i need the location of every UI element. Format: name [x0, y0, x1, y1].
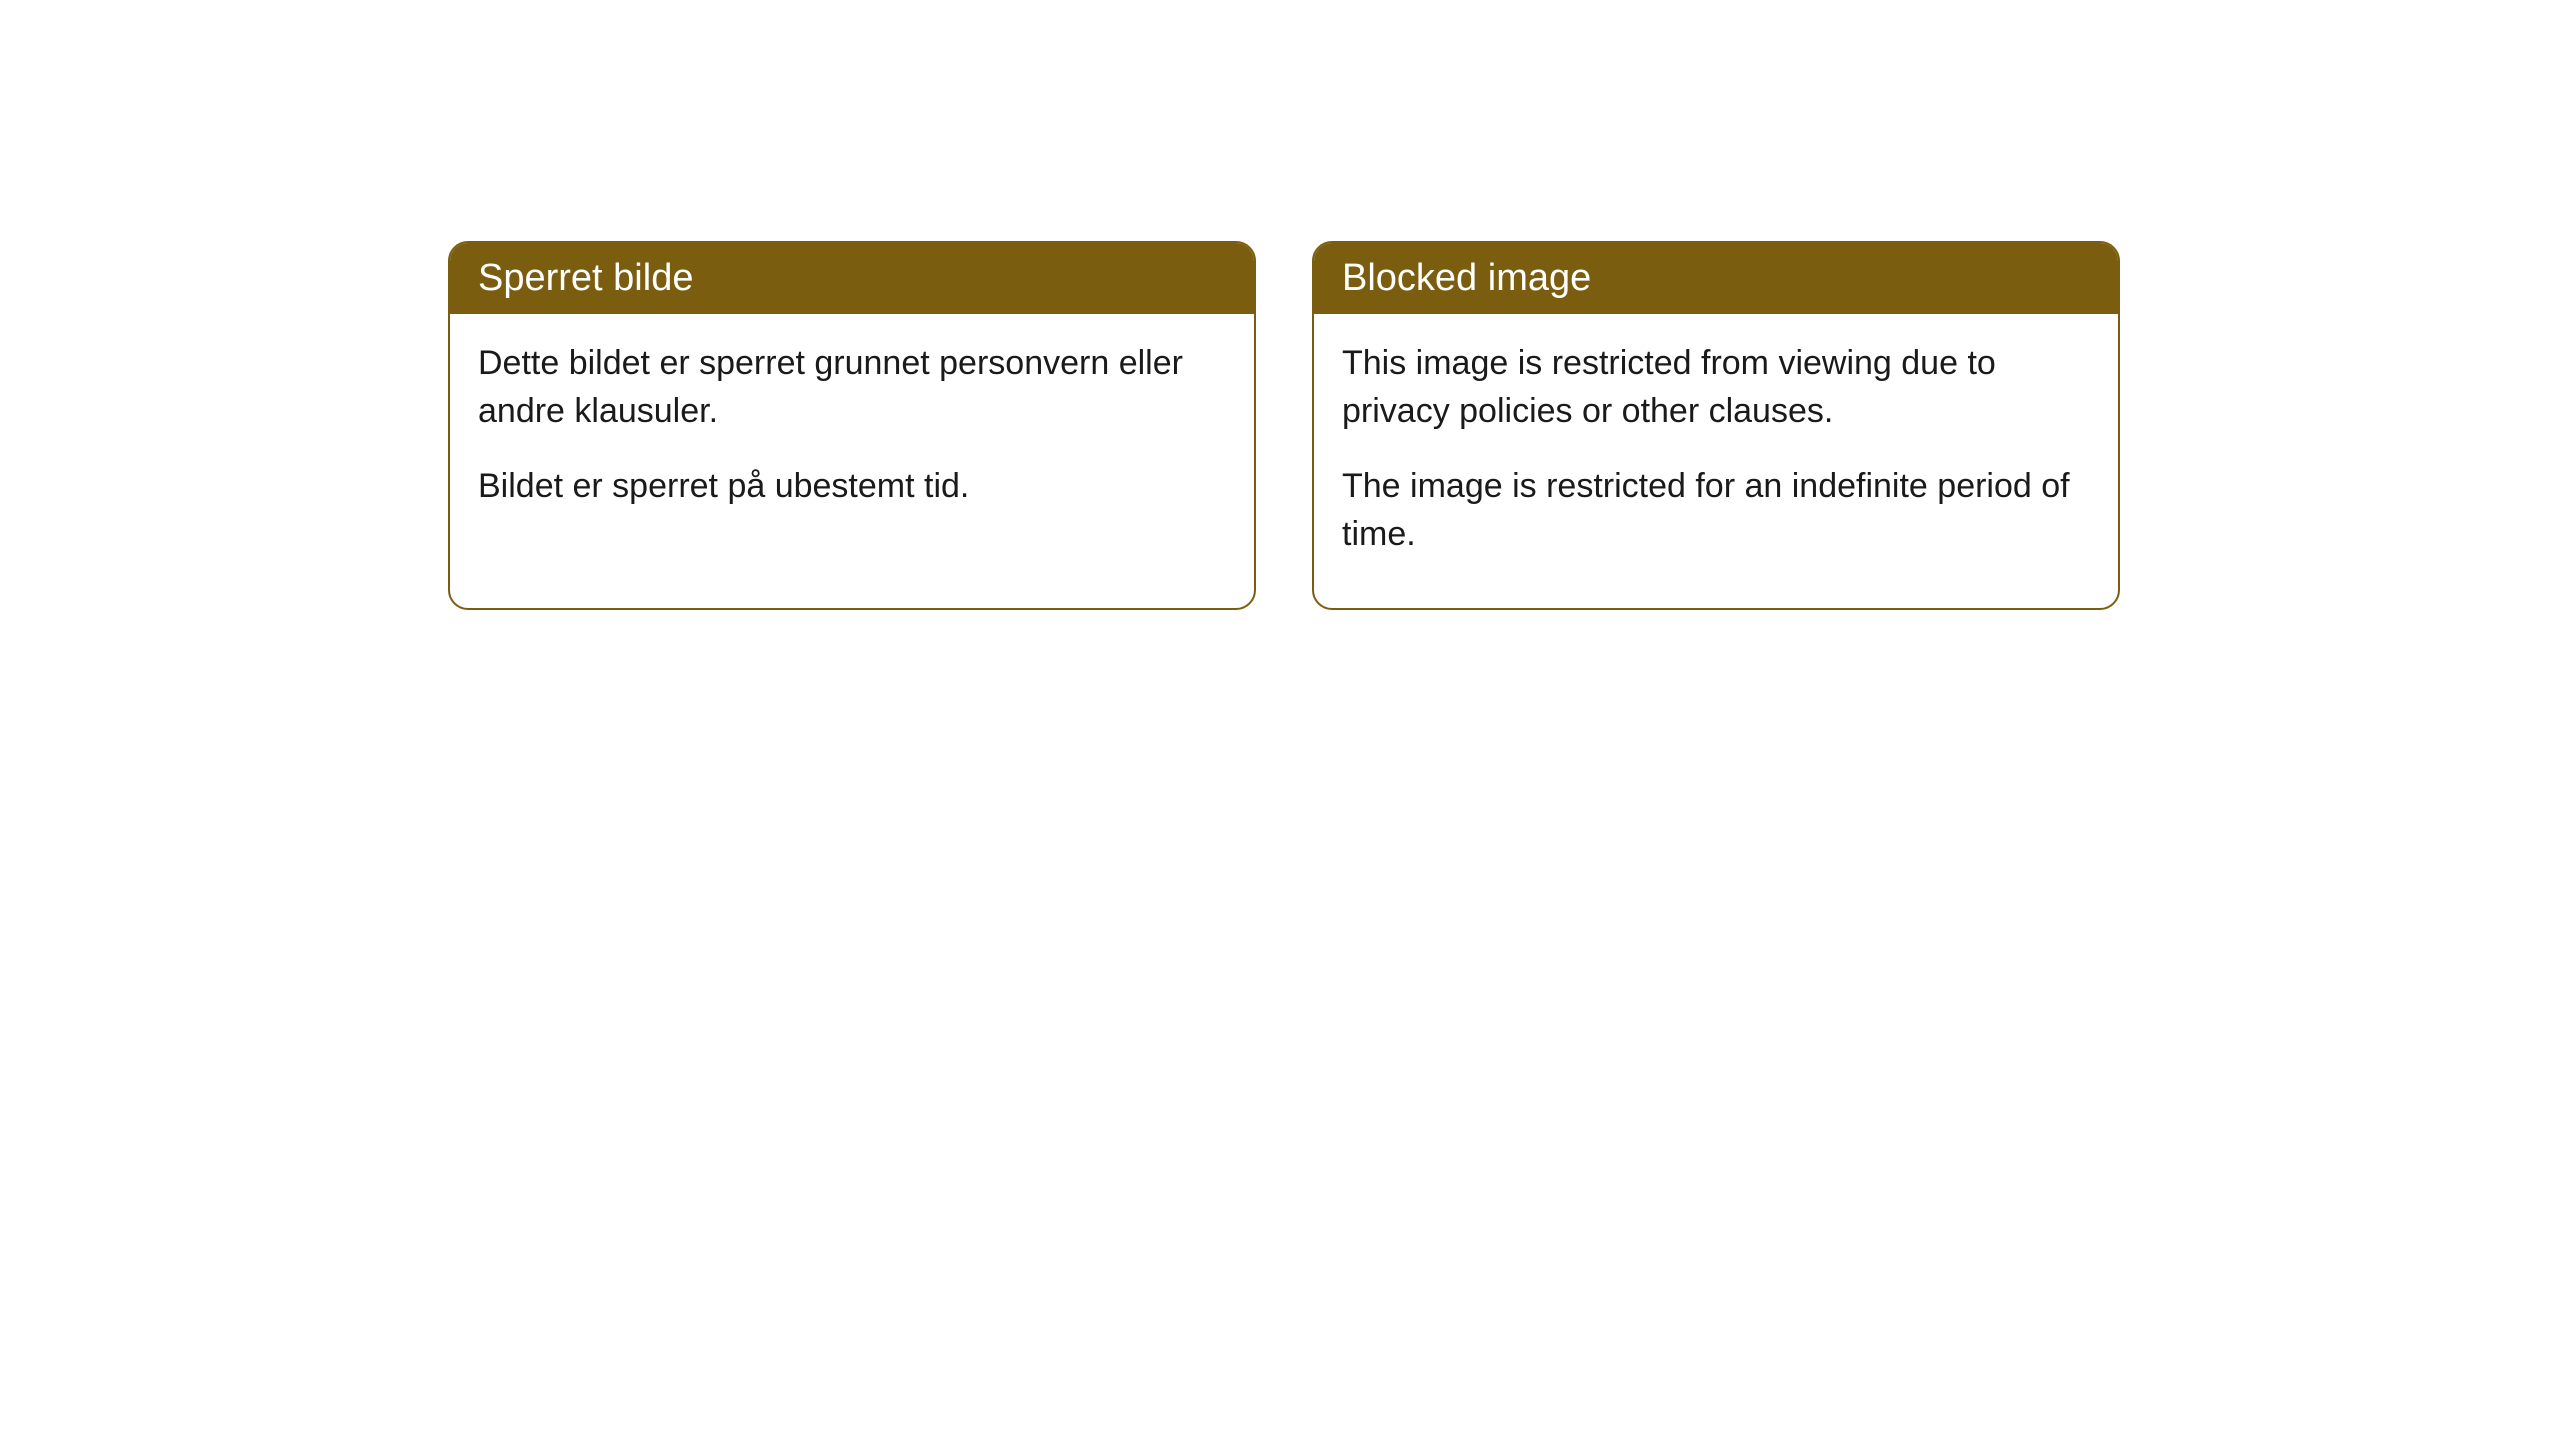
card-text-norwegian-2: Bildet er sperret på ubestemt tid. [478, 463, 1226, 511]
card-body-norwegian: Dette bildet er sperret grunnet personve… [450, 314, 1254, 561]
card-body-english: This image is restricted from viewing du… [1314, 314, 2118, 608]
card-header-english: Blocked image [1314, 243, 2118, 314]
card-header-norwegian: Sperret bilde [450, 243, 1254, 314]
blocked-image-card-english: Blocked image This image is restricted f… [1312, 241, 2120, 610]
card-container: Sperret bilde Dette bildet er sperret gr… [0, 0, 2560, 610]
blocked-image-card-norwegian: Sperret bilde Dette bildet er sperret gr… [448, 241, 1256, 610]
card-text-english-2: The image is restricted for an indefinit… [1342, 463, 2090, 558]
card-text-english-1: This image is restricted from viewing du… [1342, 340, 2090, 435]
card-text-norwegian-1: Dette bildet er sperret grunnet personve… [478, 340, 1226, 435]
